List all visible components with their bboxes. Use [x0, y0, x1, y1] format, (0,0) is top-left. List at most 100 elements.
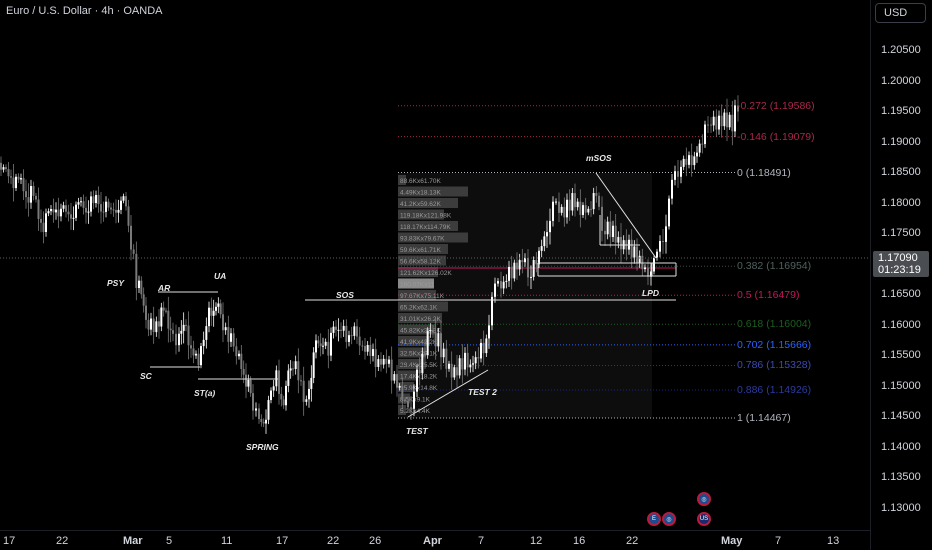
- candle-body: [332, 326, 335, 333]
- candle-body: [688, 155, 690, 165]
- candle-body: [609, 221, 612, 238]
- candle-body: [647, 267, 649, 277]
- candle-body: [105, 201, 107, 212]
- candle-body: [510, 266, 513, 279]
- candle-body: [287, 370, 290, 386]
- candle-body: [674, 171, 676, 180]
- candle-body: [345, 325, 348, 342]
- candle-body: [155, 321, 158, 333]
- candle-body: [215, 306, 217, 311]
- candle-body: [485, 338, 488, 354]
- candle-body: [217, 303, 220, 307]
- candle-body: [160, 307, 163, 327]
- candle-body: [102, 211, 105, 213]
- candle-body: [432, 330, 434, 333]
- candle-body: [235, 346, 238, 357]
- profile-bar: [398, 382, 414, 392]
- price-tick: 1.18000: [881, 196, 921, 209]
- candle-body: [737, 105, 739, 112]
- time-tick: 7: [775, 535, 782, 547]
- dividend-icon[interactable]: ◎: [662, 512, 676, 526]
- profile-bar: [398, 175, 406, 185]
- candle-body: [12, 177, 15, 189]
- candle-body: [377, 359, 380, 367]
- candle-body: [122, 196, 125, 201]
- candle-body: [142, 294, 145, 306]
- candle-body: [366, 344, 369, 352]
- candle-body: [140, 280, 143, 295]
- candle-body: [401, 386, 404, 400]
- candle-body: [145, 305, 147, 320]
- profile-bar-label: 41.9Kx42.2K: [400, 339, 438, 346]
- fib-label: 0.5 (1.16479): [737, 289, 800, 302]
- price-tick: 1.14000: [881, 440, 921, 453]
- candle-body: [416, 369, 418, 392]
- price-tick: 1.19500: [881, 105, 921, 117]
- candle-body: [289, 368, 292, 371]
- candle-body: [393, 374, 396, 381]
- candle-body: [407, 401, 409, 408]
- candle-body: [442, 348, 445, 358]
- candle-body: [704, 124, 706, 145]
- candle-body: [731, 114, 734, 132]
- candle-body: [546, 232, 548, 237]
- candle-body: [97, 194, 100, 205]
- candle-body: [238, 353, 240, 357]
- time-tick: 22: [626, 535, 639, 547]
- candle-body: [315, 340, 317, 353]
- profile-bar-label: 41.2Kx59.62K: [400, 201, 442, 208]
- wyckoff-label: ST(a): [194, 388, 216, 398]
- candle-body: [67, 211, 70, 215]
- candle-body: [527, 257, 529, 278]
- candle-body: [508, 266, 510, 281]
- candle-body: [255, 408, 257, 411]
- candle-body: [75, 204, 77, 218]
- candle-body: [418, 369, 421, 374]
- candle-body: [25, 191, 27, 198]
- candle-body: [571, 193, 574, 211]
- candle-body: [450, 363, 453, 378]
- candle-body: [200, 346, 202, 366]
- fib-label: 0.886 (1.14926): [737, 384, 812, 396]
- profile-bar: [398, 336, 430, 346]
- fib-label: 0.702 (1.15666): [737, 338, 812, 351]
- currency-button[interactable]: USD: [875, 3, 926, 23]
- candle-body: [280, 393, 283, 400]
- time-tick: 26: [369, 535, 382, 547]
- candle-body: [292, 368, 294, 370]
- fib-label: -0.272 (1.19586): [737, 99, 815, 112]
- candle-body: [152, 318, 155, 333]
- candle-body: [555, 201, 557, 203]
- candle-body: [461, 358, 464, 370]
- drawings: [0, 172, 870, 418]
- wyckoff-label: mSOS: [586, 153, 612, 163]
- candle-body: [518, 260, 521, 270]
- earnings-icon[interactable]: E: [647, 512, 661, 526]
- candle-body: [180, 330, 183, 334]
- candle-body: [356, 326, 358, 337]
- symbol-title[interactable]: Euro / U.S. Dollar · 4h · OANDA: [6, 5, 163, 17]
- wyckoff-label: TEST: [406, 426, 428, 436]
- wyckoff-label: SC: [140, 371, 152, 381]
- candle-body: [72, 217, 75, 219]
- candle-body: [272, 386, 275, 391]
- candle-body: [169, 328, 172, 331]
- candle-body: [513, 262, 516, 279]
- candle-body: [361, 345, 364, 347]
- dividend-icon[interactable]: ◎: [697, 492, 711, 506]
- profile-bar-label: 65.2Kx62.1K: [400, 305, 438, 312]
- candle-body: [5, 167, 7, 170]
- candle-body: [62, 205, 65, 209]
- time-tick: 17: [276, 535, 289, 547]
- candle-body: [636, 246, 638, 263]
- profile-bar-label: 56.6Kx58.12K: [400, 259, 442, 266]
- candle-body: [90, 196, 92, 212]
- candle-body: [245, 374, 247, 387]
- us-flag-icon[interactable]: US: [697, 512, 711, 526]
- candle-body: [552, 201, 554, 221]
- candle-body: [568, 199, 571, 211]
- profile-bar-label: 28.4Kx25.5K: [400, 362, 438, 369]
- candle-body: [172, 330, 174, 334]
- candle-body: [382, 358, 385, 365]
